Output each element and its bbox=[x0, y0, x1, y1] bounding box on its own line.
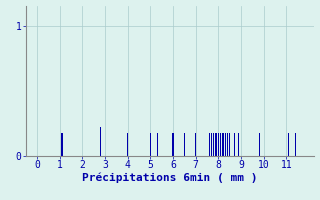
Bar bbox=[156, 133, 158, 156]
Bar bbox=[215, 133, 217, 156]
Bar bbox=[220, 133, 221, 156]
Bar bbox=[100, 127, 101, 156]
Bar bbox=[259, 133, 260, 156]
Bar bbox=[150, 133, 151, 156]
Bar bbox=[195, 133, 196, 156]
Bar bbox=[127, 133, 128, 156]
Bar bbox=[211, 133, 212, 156]
Bar bbox=[184, 133, 185, 156]
Bar bbox=[238, 133, 239, 156]
Bar bbox=[61, 133, 62, 156]
Bar bbox=[218, 133, 219, 156]
Bar bbox=[209, 133, 210, 156]
Bar bbox=[225, 133, 226, 156]
Bar bbox=[295, 133, 296, 156]
Bar bbox=[288, 133, 289, 156]
Bar bbox=[227, 133, 228, 156]
Bar bbox=[172, 133, 174, 156]
Bar bbox=[234, 133, 235, 156]
Bar bbox=[222, 133, 223, 156]
X-axis label: Précipitations 6min ( mm ): Précipitations 6min ( mm ) bbox=[82, 173, 257, 183]
Bar bbox=[213, 133, 214, 156]
Bar bbox=[229, 133, 230, 156]
